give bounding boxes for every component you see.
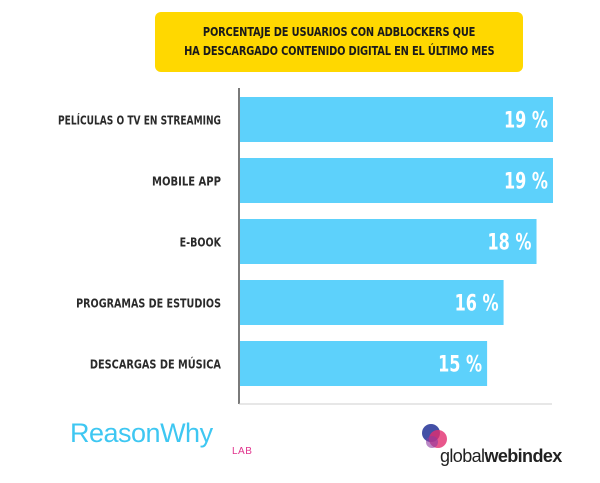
reasonwhy-lab-label: LAB [232, 446, 253, 457]
category-label: PELÍCULAS O TV EN STREAMING [58, 113, 221, 128]
chart-title-line-2: HA DESCARGADO CONTENIDO DIGITAL EN EL ÚL… [183, 44, 495, 58]
overlapping-circles-icon [422, 424, 447, 448]
bar [240, 158, 553, 203]
globalwebindex-bold: webindex [484, 446, 562, 466]
bar [240, 219, 537, 264]
globalwebindex-prefix: global [440, 446, 485, 466]
category-label: MOBILE APP [152, 174, 221, 189]
category-label: PROGRAMAS DE ESTUDIOS [76, 296, 221, 311]
bar [240, 97, 553, 142]
globalwebindex-logo: globalwebindex [440, 446, 562, 467]
bar [240, 341, 488, 386]
value-label: 19 % [504, 109, 548, 134]
chart-title-line-1: PORCENTAJE DE USUARIOS CON ADBLOCKERS QU… [202, 25, 476, 39]
category-label: DESCARGAS DE MÚSICA [90, 357, 221, 372]
bar [240, 280, 504, 325]
value-label: 15 % [438, 353, 482, 378]
reasonwhy-logo: ReasonWhy [70, 418, 213, 448]
value-label: 18 % [488, 231, 532, 256]
value-label: 16 % [455, 292, 499, 317]
chart-title-box: PORCENTAJE DE USUARIOS CON ADBLOCKERS QU… [155, 12, 523, 72]
category-label: E-BOOK [180, 235, 222, 250]
value-label: 19 % [504, 170, 548, 195]
